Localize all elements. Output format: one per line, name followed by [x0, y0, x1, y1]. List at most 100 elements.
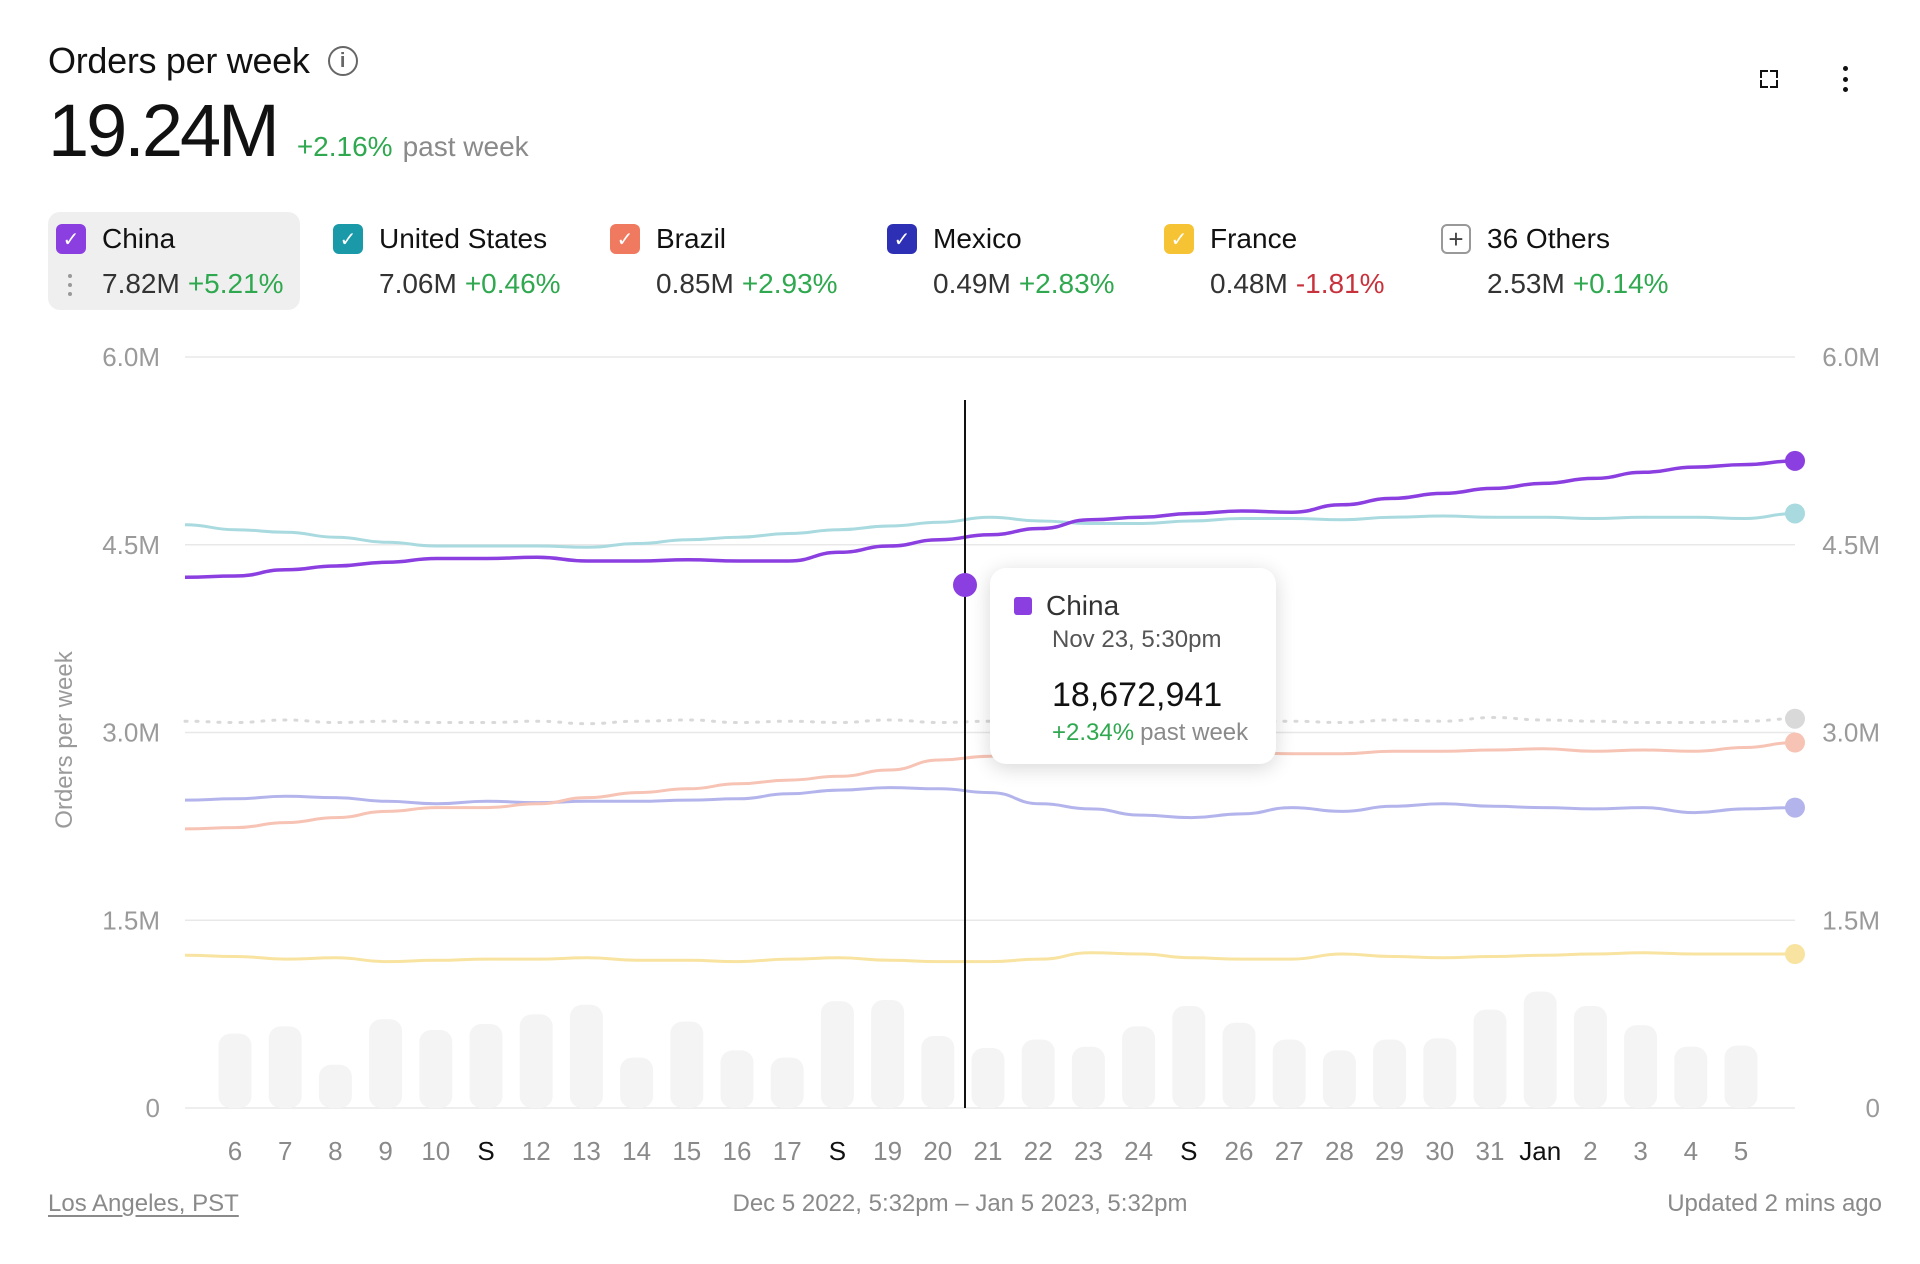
volume-bar [1122, 1026, 1156, 1108]
checkbox-checked-icon[interactable]: ✓ [610, 224, 640, 254]
x-tick: 17 [773, 1136, 802, 1166]
x-tick: 4 [1684, 1136, 1698, 1166]
series-line-china[interactable] [184, 459, 1796, 580]
checkbox-checked-icon[interactable]: ✓ [56, 224, 86, 254]
x-tick: 5 [1734, 1136, 1748, 1166]
x-tick: 9 [378, 1136, 392, 1166]
period-label: past week [402, 131, 529, 162]
series-end-point [1785, 450, 1805, 471]
expand-icon[interactable] [1760, 70, 1778, 88]
volume-bar [921, 1036, 955, 1108]
x-tick: S [477, 1136, 494, 1166]
x-tick: 29 [1375, 1136, 1404, 1166]
series-line-united-states[interactable] [184, 512, 1796, 549]
x-tick: 20 [923, 1136, 952, 1166]
total-change: +2.16% [296, 131, 393, 162]
tooltip-swatch [1014, 597, 1032, 615]
volume-bar [1724, 1045, 1758, 1108]
chart-title: Orders per week [48, 40, 310, 81]
legend-change: -1.81% [1295, 268, 1385, 299]
tooltip-series: China [1046, 590, 1120, 621]
x-tick: S [829, 1136, 846, 1166]
volume-bar [1674, 1046, 1708, 1108]
legend-name: Mexico [933, 223, 1022, 254]
series-line-france[interactable] [184, 951, 1796, 964]
checkbox-checked-icon[interactable]: ✓ [1164, 224, 1194, 254]
series-line-mexico[interactable] [184, 786, 1796, 820]
volume-bars [218, 991, 1758, 1108]
volume-bar [218, 1033, 252, 1108]
series-line-brazil[interactable] [184, 741, 1796, 831]
legend-value: 7.82M [102, 268, 180, 299]
timezone-link[interactable]: Los Angeles, PST [48, 1190, 239, 1217]
date-range: Dec 5 2022, 5:32pm – Jan 5 2023, 5:32pm [732, 1190, 1188, 1217]
y-tick-right: 3.0M [1822, 718, 1880, 748]
volume-bar [369, 1019, 403, 1108]
legend-value: 0.48M [1210, 268, 1288, 299]
series-end-point [1785, 503, 1805, 524]
volume-bar [519, 1014, 553, 1108]
series-end-point [1785, 797, 1805, 818]
legend-item-mexico[interactable]: ✓ Mexico 0.49M +2.83% [879, 212, 1156, 310]
hover-crosshair [953, 400, 977, 1108]
x-tick: 12 [522, 1136, 551, 1166]
legend-name: Brazil [656, 223, 727, 254]
volume-bar [971, 1048, 1005, 1108]
legend-item-brazil[interactable]: ✓ Brazil 0.85M +2.93% [602, 212, 879, 310]
legend-value: 0.49M [933, 268, 1011, 299]
legend-change: +2.93% [741, 268, 838, 299]
x-tick: 24 [1124, 1136, 1153, 1166]
y-tick-left: 6.0M [102, 342, 160, 372]
volume-bar [1573, 1006, 1607, 1108]
hover-point [953, 573, 977, 597]
total-value: 19.24M [48, 89, 280, 172]
checkbox-checked-icon[interactable]: ✓ [333, 224, 363, 254]
x-tick: S [1180, 1136, 1197, 1166]
checkbox-checked-icon[interactable]: ✓ [887, 224, 917, 254]
volume-bar [318, 1064, 352, 1108]
volume-bar [1473, 1009, 1507, 1108]
volume-bar [1322, 1050, 1356, 1108]
volume-bar [871, 1000, 905, 1108]
series-end-point [1785, 708, 1805, 729]
volume-bar [469, 1024, 503, 1108]
x-tick: 19 [873, 1136, 902, 1166]
more-vertical-icon[interactable] [1842, 66, 1848, 92]
x-tick: 10 [421, 1136, 450, 1166]
y-axis-label: Orders per week [51, 650, 78, 828]
volume-bar [419, 1030, 453, 1108]
legend-item-36-others[interactable]: +36 Others 2.53M +0.14% [1433, 212, 1710, 310]
drag-handle-icon[interactable] [68, 274, 72, 296]
volume-bar [268, 1026, 302, 1108]
x-tick: 7 [278, 1136, 292, 1166]
plus-icon[interactable]: + [1441, 224, 1471, 254]
legend-name: France [1210, 223, 1298, 254]
series-lines [183, 450, 1805, 965]
x-tick: 30 [1425, 1136, 1454, 1166]
x-tick: 15 [672, 1136, 701, 1166]
x-tick: 31 [1476, 1136, 1505, 1166]
legend-change: +0.46% [464, 268, 561, 299]
x-tick: 16 [723, 1136, 752, 1166]
legend-name: China [102, 223, 176, 254]
y-tick-right: 4.5M [1822, 530, 1880, 560]
x-tick: 3 [1633, 1136, 1647, 1166]
legend-item-united-states[interactable]: ✓ United States 7.06M +0.46% [325, 212, 602, 310]
info-icon[interactable]: i [327, 46, 358, 76]
volume-bar [1222, 1022, 1256, 1108]
series-end-point [1785, 732, 1805, 753]
x-tick: 6 [228, 1136, 242, 1166]
legend-item-france[interactable]: ✓ France 0.48M -1.81% [1156, 212, 1433, 310]
legend-name: 36 Others [1487, 223, 1610, 254]
volume-bar [1172, 1006, 1206, 1108]
tooltip-date: Nov 23, 5:30pm [1052, 626, 1222, 653]
y-tick-right: 1.5M [1822, 905, 1880, 935]
tooltip-period: past week [1140, 719, 1249, 746]
volume-bar [1373, 1039, 1407, 1108]
volume-bar [1071, 1046, 1105, 1108]
volume-bar [720, 1050, 754, 1108]
volume-bar [1523, 991, 1557, 1108]
tooltip: China Nov 23, 5:30pm 18,672,941 +2.34% pa… [990, 568, 1276, 764]
legend-item-china[interactable]: ✓ China 7.82M +5.21% [48, 212, 300, 310]
line-chart[interactable]: 0 1.5M 3.0M 4.5M 6.0M 0 1.5M 3.0M 4.5M 6.0M 6 7 8 9… [0, 0, 1920, 1180]
